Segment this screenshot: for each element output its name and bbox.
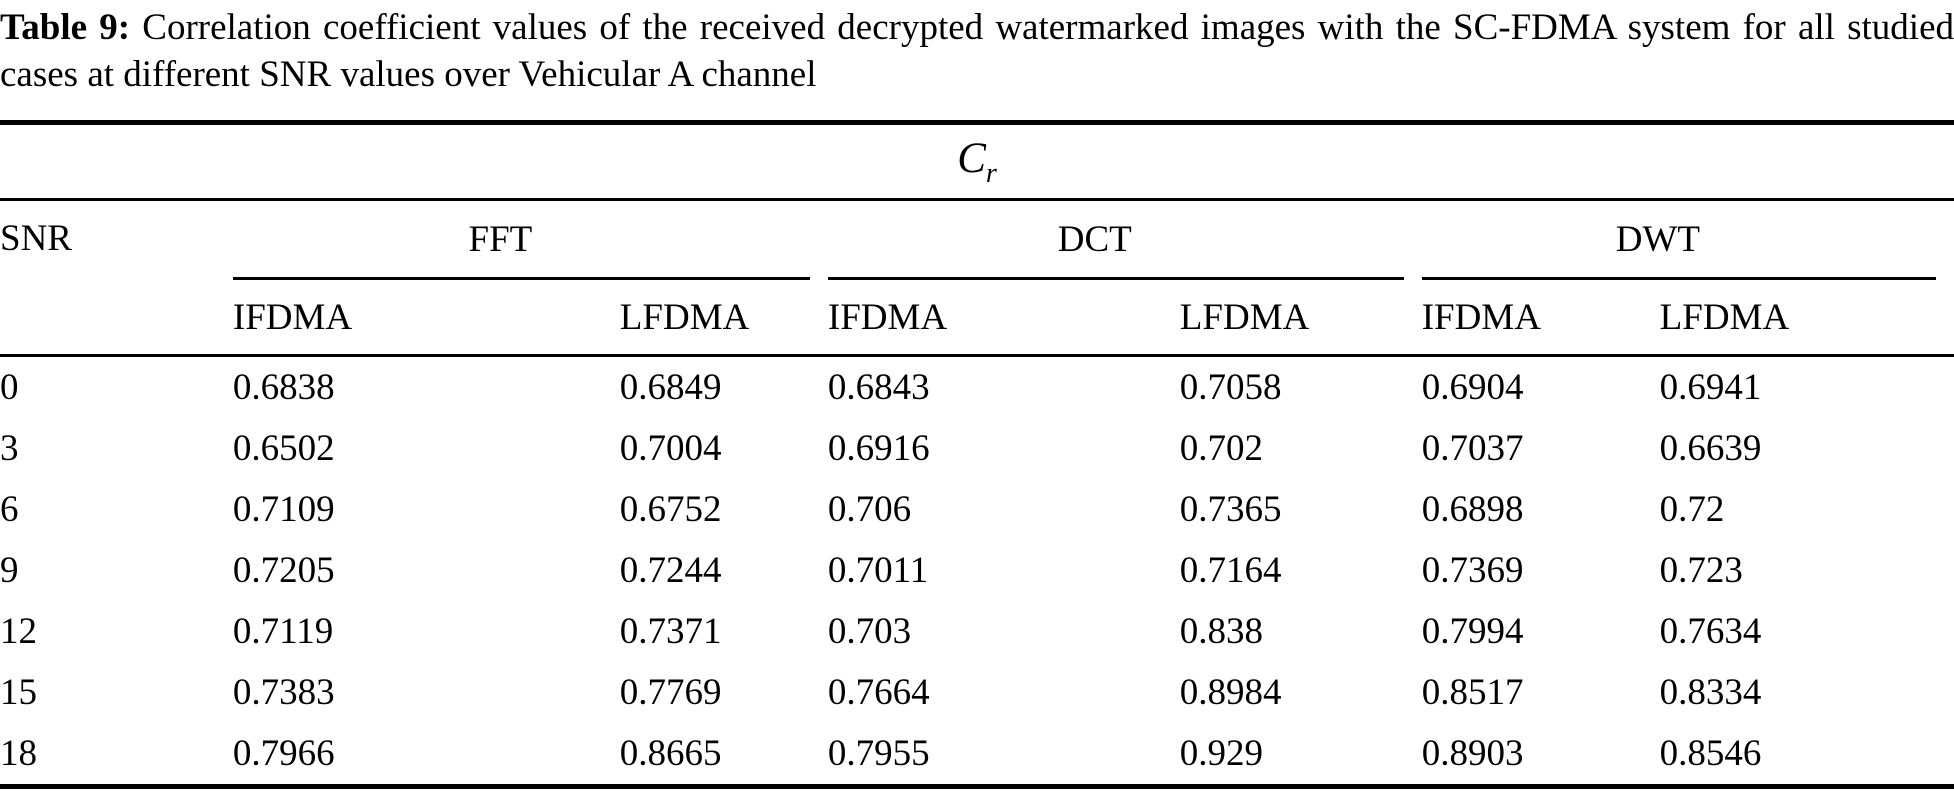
data-cell: 0.8665 xyxy=(619,733,722,775)
snr-value-cell: 6 xyxy=(0,489,19,531)
data-cell: 0.6849 xyxy=(619,367,722,409)
subheader-fft-lfdma: LFDMA xyxy=(619,280,828,358)
data-cell: 0.838 xyxy=(1179,611,1264,653)
data-cell: 0.7011 xyxy=(827,550,929,592)
data-cell: 0.7119 xyxy=(232,611,334,653)
data-cell: 0.7371 xyxy=(619,611,722,653)
group-rule-dct-cell xyxy=(827,277,1422,281)
quantity-symbol: C xyxy=(957,134,986,182)
data-cell: 0.7994 xyxy=(1421,611,1524,653)
data-cell: 0.8984 xyxy=(1179,672,1282,714)
data-cell: 0.7634 xyxy=(1659,611,1762,653)
data-cell: 0.6752 xyxy=(619,489,722,531)
subheader-fft-ifdma: IFDMA xyxy=(232,280,620,358)
data-cell: 0.7109 xyxy=(232,489,335,531)
data-cell: 0.7205 xyxy=(232,550,335,592)
data-cell: 0.6838 xyxy=(232,367,335,409)
group-header-dct: DCT xyxy=(1057,218,1132,260)
data-cell: 0.703 xyxy=(827,611,912,653)
data-cell: 0.8334 xyxy=(1659,672,1762,714)
group-header-fft: FFT xyxy=(468,218,533,260)
data-cell: 0.8903 xyxy=(1421,733,1524,775)
subheader-dct-ifdma: IFDMA xyxy=(827,280,1180,358)
subheader-dwt-lfdma: LFDMA xyxy=(1659,280,1954,358)
quantity-header-cell: Cr xyxy=(0,122,1954,202)
snr-value-cell: 15 xyxy=(0,672,37,714)
data-cell: 0.702 xyxy=(1179,428,1264,470)
data-cell: 0.723 xyxy=(1659,550,1743,592)
subheader-row: IFDMA LFDMA IFDMA LFDMA IFDMA LFDMA xyxy=(0,280,1954,358)
correlation-table: Cr SNR FFT DCT DWT IFDMA LFDMA IFDMA LFD… xyxy=(0,120,1954,790)
data-cell: 0.6904 xyxy=(1421,367,1524,409)
group-rule-fft xyxy=(232,277,810,281)
group-rule-row xyxy=(0,277,1954,281)
data-cell: 0.8517 xyxy=(1421,672,1524,714)
data-cell: 0.7955 xyxy=(827,733,930,775)
data-cell: 0.6639 xyxy=(1659,428,1762,470)
table-row: 3 0.6502 0.7004 0.6916 0.702 0.7037 0.66… xyxy=(0,418,1954,479)
data-cell: 0.8546 xyxy=(1659,733,1762,775)
snr-value-cell: 3 xyxy=(0,428,19,470)
group-rule-dwt xyxy=(1421,277,1936,281)
quantity-header-row: Cr xyxy=(0,122,1954,202)
snr-column-header: SNR xyxy=(0,199,233,358)
data-cell: 0.7664 xyxy=(827,672,930,714)
table-row: 12 0.7119 0.7371 0.703 0.838 0.7994 0.76… xyxy=(0,601,1954,662)
data-cell: 0.6898 xyxy=(1421,489,1524,531)
quantity-subscript: r xyxy=(985,157,997,189)
data-cell: 0.7365 xyxy=(1179,489,1282,531)
data-cell: 0.7037 xyxy=(1421,428,1524,470)
data-cell: 0.7244 xyxy=(619,550,722,592)
subheader-dct-lfdma: LFDMA xyxy=(1179,280,1422,358)
table-row: 6 0.7109 0.6752 0.706 0.7365 0.6898 0.72 xyxy=(0,479,1954,540)
data-cell: 0.7004 xyxy=(619,428,722,470)
subheader-dwt-ifdma: IFDMA xyxy=(1421,280,1660,358)
data-cell: 0.6502 xyxy=(232,428,335,470)
table-row: 18 0.7966 0.8665 0.7955 0.929 0.8903 0.8… xyxy=(0,723,1954,787)
snr-value-cell: 0 xyxy=(0,367,19,409)
group-rule-fft-cell xyxy=(232,277,828,281)
data-cell: 0.72 xyxy=(1659,489,1725,531)
table-row: 15 0.7383 0.7769 0.7664 0.8984 0.8517 0.… xyxy=(0,662,1954,723)
data-cell: 0.7164 xyxy=(1179,550,1282,592)
data-cell: 0.7369 xyxy=(1421,550,1524,592)
group-rule-dct xyxy=(827,277,1404,281)
data-cell: 0.6916 xyxy=(827,428,930,470)
data-cell: 0.7383 xyxy=(232,672,335,714)
group-header-row: SNR FFT DCT DWT xyxy=(0,199,1954,358)
snr-value-cell: 9 xyxy=(0,550,19,592)
group-rule-dwt-cell xyxy=(1421,277,1954,281)
table-caption-label: Table 9: xyxy=(0,7,131,48)
data-cell: 0.929 xyxy=(1179,733,1264,775)
data-cell: 0.7966 xyxy=(232,733,335,775)
data-cell: 0.6941 xyxy=(1659,367,1762,409)
snr-value-cell: 18 xyxy=(0,733,37,775)
paper-page: Table 9: Correlation coefficient values … xyxy=(0,5,1954,790)
data-cell: 0.6843 xyxy=(827,367,930,409)
table-caption-text: Correlation coefficient values of the re… xyxy=(0,7,1954,95)
data-cell: 0.7058 xyxy=(1179,367,1282,409)
table-caption: Table 9: Correlation coefficient values … xyxy=(0,5,1954,98)
data-cell: 0.7769 xyxy=(619,672,722,714)
data-cell: 0.706 xyxy=(827,489,912,531)
group-header-dwt: DWT xyxy=(1615,218,1700,260)
table-row: 9 0.7205 0.7244 0.7011 0.7164 0.7369 0.7… xyxy=(0,540,1954,601)
snr-value-cell: 12 xyxy=(0,611,37,653)
table-row: 0 0.6838 0.6849 0.6843 0.7058 0.6904 0.6… xyxy=(0,356,1954,419)
